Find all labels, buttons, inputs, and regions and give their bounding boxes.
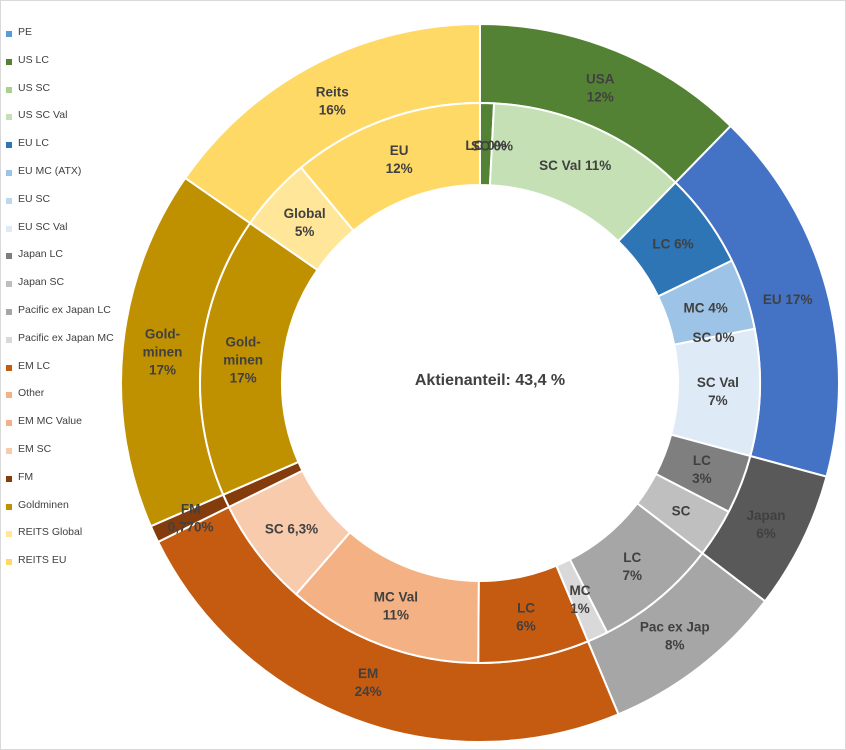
legend-item-japan-lc: Japan LC (6, 248, 124, 276)
inner-slice-label-eu-sc-val-6: SC Val 7% (697, 375, 739, 408)
inner-slice-label-us-sc-val-2: SC Val 11% (539, 158, 611, 173)
legend-item-pacific-ex-japan-mc: Pacific ex Japan MC (6, 332, 124, 360)
legend-item-us-sc: US SC (6, 82, 124, 110)
legend-label: EU MC (ATX) (18, 164, 82, 177)
inner-slice-label-pacific-ex-japan-lc-9: LC 7% (623, 550, 643, 583)
inner-slice-label-em-mc-value-12: MC Val 11% (374, 590, 418, 623)
legend-item-em-mc-value: EM MC Value (6, 415, 124, 443)
legend-swatch (6, 169, 12, 176)
legend-item-em-sc: EM SC (6, 443, 124, 471)
inner-slice-label-pacific-ex-japan-mc-10: MC 1% (569, 583, 590, 616)
legend-item-us-sc-val: US SC Val (6, 109, 124, 137)
legend-label: Pacific ex Japan MC (18, 331, 114, 344)
legend-swatch (6, 336, 12, 343)
outer-slice-label-reits-7: Reits 16% (316, 84, 349, 117)
legend-label: EM SC (18, 442, 52, 455)
legend-item-eu-mc-atx: EU MC (ATX) (6, 165, 124, 193)
legend-label: EM MC Value (18, 415, 82, 428)
outer-slice-label-goldminen-6: Gold-minen 17% (143, 327, 183, 378)
legend-item-japan-sc: Japan SC (6, 276, 124, 304)
legend-label: EM LC (18, 359, 51, 372)
legend-label: Japan LC (18, 248, 63, 261)
legend-swatch (6, 475, 12, 482)
outer-slice-label-eu-1: EU 17% (763, 292, 813, 307)
inner-slice-label-us-lc-0: LC 0% (465, 138, 506, 153)
legend-item-reits-global: REITS Global (6, 526, 124, 554)
outer-slice-label-em-4: EM 24% (355, 666, 382, 699)
legend-label: EU LC (18, 137, 49, 150)
legend-label: Pacific ex Japan LC (18, 303, 111, 316)
legend-swatch (6, 253, 12, 260)
inner-slice-reits-eu-17 (299, 101, 481, 233)
legend-swatch (6, 86, 12, 93)
inner-slice-label-em-lc-11: LC 6% (516, 600, 536, 633)
legend-item-fm: FM (6, 471, 124, 499)
legend-swatch (6, 503, 12, 510)
legend-swatch (6, 281, 12, 288)
legend-label: REITS EU (18, 554, 67, 567)
inner-slice-label-em-sc-13: SC 6,3% (265, 521, 318, 536)
legend-swatch (6, 58, 12, 65)
legend-item-pe: PE (6, 26, 124, 54)
inner-slice-label-reits-eu-17: EU 12% (386, 143, 413, 176)
legend-item-pacific-ex-japan-lc: Pacific ex Japan LC (6, 304, 124, 332)
legend-swatch (6, 197, 12, 204)
inner-slice-label-goldminen-15: Gold-minen 17% (223, 335, 263, 386)
legend-swatch (6, 447, 12, 454)
legend-item-other: Other (6, 387, 124, 415)
legend-label: Other (18, 387, 45, 400)
legend-swatch (6, 392, 12, 399)
outer-slice-label-japan-2: Japan 6% (747, 508, 786, 541)
legend-swatch (6, 531, 12, 538)
legend-label: EU SC Val (18, 220, 68, 233)
outer-slice-label-fm-5: FM 0,770% (168, 501, 214, 534)
legend-label: Japan SC (18, 276, 65, 289)
legend-item-goldminen: Goldminen (6, 499, 124, 527)
inner-slice-label-eu-mc-atx-4: MC 4% (684, 300, 728, 315)
inner-slice-label-eu-lc-3: LC 6% (652, 237, 693, 252)
legend-swatch (6, 114, 12, 121)
legend: PE US LC US SC US SC Val EU LC EU MC (ATX) EU … (6, 26, 124, 582)
outer-slice-label-pac-ex-jap-3: Pac ex Jap 8% (640, 620, 710, 653)
legend-swatch (6, 420, 12, 427)
legend-swatch (6, 364, 12, 371)
inner-slice-label-japan-sc-8: SC (672, 504, 691, 519)
legend-label: US SC Val (18, 109, 68, 122)
legend-item-eu-lc: EU LC (6, 137, 124, 165)
legend-label: US SC (18, 81, 51, 94)
inner-slice-label-eu-sc-5: SC 0% (692, 330, 734, 345)
legend-item-us-lc: US LC (6, 54, 124, 82)
legend-item-em-lc: EM LC (6, 360, 124, 388)
legend-item-eu-sc: EU SC (6, 193, 124, 221)
legend-item-reits-eu: REITS EU (6, 554, 124, 582)
legend-label: EU SC (18, 192, 51, 205)
legend-swatch (6, 142, 12, 149)
legend-label: FM (18, 470, 34, 483)
outer-slice-label-usa-0: USA 12% (586, 72, 615, 105)
inner-slice-label-us-sc-1: SC 0% (471, 138, 513, 153)
legend-label: Goldminen (18, 498, 69, 511)
center-label: Aktienanteil: 43,4 % (414, 372, 566, 389)
legend-label: US LC (18, 53, 49, 66)
inner-slice-label-reits-global-16: Global 5% (284, 206, 326, 239)
legend-swatch (6, 308, 12, 315)
legend-swatch (6, 559, 12, 566)
legend-label: PE (18, 26, 33, 38)
legend-swatch (6, 31, 12, 37)
legend-item-eu-sc-val: EU SC Val (6, 221, 124, 249)
legend-label: REITS Global (18, 526, 83, 539)
inner-slice-label-japan-lc-7: LC 3% (692, 453, 712, 486)
legend-swatch (6, 225, 12, 232)
